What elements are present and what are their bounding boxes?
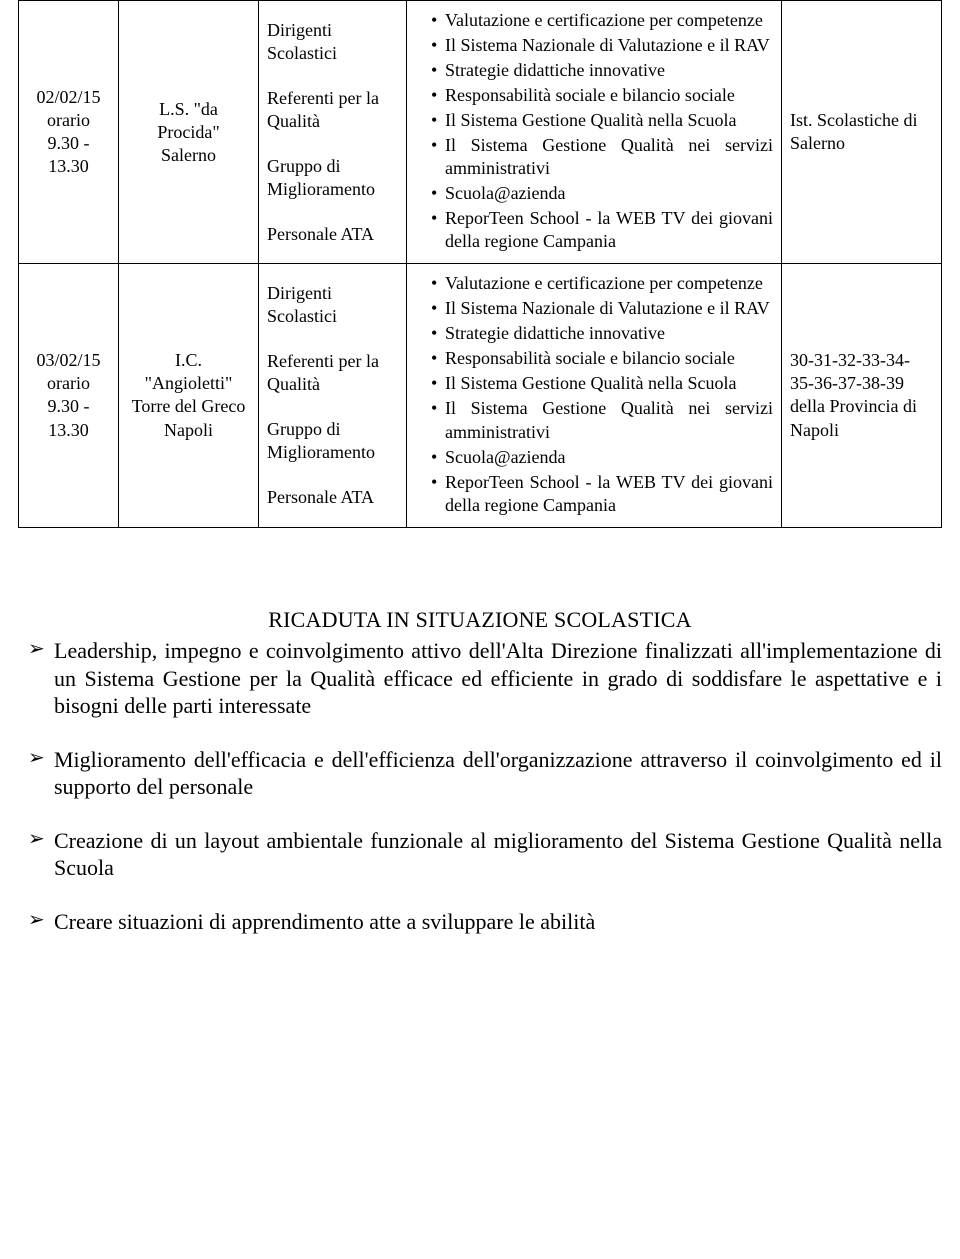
attendee: Dirigenti Scolastici	[267, 19, 398, 65]
topic-item: Responsabilità sociale e bilancio social…	[431, 84, 773, 107]
date-time: 9.30 - 13.30	[48, 133, 90, 176]
topic-item: Il Sistema Gestione Qualità nella Scuola	[431, 372, 773, 395]
district-text: Ist. Scolastiche di Salerno	[790, 110, 917, 153]
location-cell: L.S. "da Procida" Salerno	[119, 1, 259, 264]
body-section: RICADUTA IN SITUAZIONE SCOLASTICA Leader…	[18, 606, 942, 936]
topic-item: Scuola@azienda	[431, 446, 773, 469]
table-row: 03/02/15 orario 9.30 - 13.30 I.C. "Angio…	[19, 264, 942, 527]
attendees-cell: Dirigenti Scolastici Referenti per la Qu…	[259, 264, 407, 527]
outcome-item: Miglioramento dell'efficacia e dell'effi…	[18, 746, 942, 801]
topic-item: Il Sistema Gestione Qualità nei servizi …	[431, 134, 773, 180]
table-row: 02/02/15 orario 9.30 - 13.30 L.S. "da Pr…	[19, 1, 942, 264]
loc-line: I.C.	[175, 350, 202, 370]
topic-item: Strategie didattiche innovative	[431, 322, 773, 345]
topic-item: Il Sistema Nazionale di Valutazione e il…	[431, 297, 773, 320]
topic-item: Il Sistema Gestione Qualità nei servizi …	[431, 397, 773, 443]
outcome-item: Leadership, impegno e coinvolgimento att…	[18, 637, 942, 720]
location-cell: I.C. "Angioletti" Torre del Greco Napoli	[119, 264, 259, 527]
outcome-item: Creare situazioni di apprendimento atte …	[18, 908, 942, 936]
outcomes-list: Leadership, impegno e coinvolgimento att…	[18, 637, 942, 935]
schedule-table: 02/02/15 orario 9.30 - 13.30 L.S. "da Pr…	[18, 0, 942, 528]
topics-cell: Valutazione e certificazione per compete…	[407, 1, 782, 264]
loc-line: Napoli	[164, 420, 213, 440]
date-time: 9.30 - 13.30	[48, 396, 90, 439]
attendee: Personale ATA	[267, 223, 398, 246]
date-label: orario	[47, 110, 90, 130]
topic-item: ReporTeen School - la WEB TV dei giovani…	[431, 471, 773, 517]
loc-line: Torre del Greco	[132, 396, 246, 416]
topic-item: Il Sistema Nazionale di Valutazione e il…	[431, 34, 773, 57]
attendee: Gruppo di Miglioramento	[267, 418, 398, 464]
attendee: Personale ATA	[267, 486, 398, 509]
date-cell: 03/02/15 orario 9.30 - 13.30	[19, 264, 119, 527]
topic-item: Strategie didattiche innovative	[431, 59, 773, 82]
loc-line: Procida"	[157, 122, 219, 142]
date-label: orario	[47, 373, 90, 393]
loc-line: "Angioletti"	[145, 373, 233, 393]
attendee: Referenti per la Qualità	[267, 87, 398, 133]
date-cell: 02/02/15 orario 9.30 - 13.30	[19, 1, 119, 264]
attendee: Dirigenti Scolastici	[267, 282, 398, 328]
date: 02/02/15	[36, 87, 100, 107]
loc-line: L.S. "da	[159, 99, 218, 119]
outcome-item: Creazione di un layout ambientale funzio…	[18, 827, 942, 882]
district-cell: Ist. Scolastiche di Salerno	[782, 1, 942, 264]
date: 03/02/15	[36, 350, 100, 370]
topic-item: ReporTeen School - la WEB TV dei giovani…	[431, 207, 773, 253]
topic-item: Valutazione e certificazione per compete…	[431, 9, 773, 32]
topic-item: Il Sistema Gestione Qualità nella Scuola	[431, 109, 773, 132]
attendee: Referenti per la Qualità	[267, 350, 398, 396]
district-text: 30-31-32-33-34-35-36-37-38-39 della Prov…	[790, 350, 917, 439]
attendee: Gruppo di Miglioramento	[267, 155, 398, 201]
attendees-cell: Dirigenti Scolastici Referenti per la Qu…	[259, 1, 407, 264]
topic-item: Responsabilità sociale e bilancio social…	[431, 347, 773, 370]
topics-cell: Valutazione e certificazione per compete…	[407, 264, 782, 527]
loc-line: Salerno	[161, 145, 216, 165]
topic-item: Scuola@azienda	[431, 182, 773, 205]
district-cell: 30-31-32-33-34-35-36-37-38-39 della Prov…	[782, 264, 942, 527]
topic-item: Valutazione e certificazione per compete…	[431, 272, 773, 295]
section-title: RICADUTA IN SITUAZIONE SCOLASTICA	[18, 606, 942, 634]
